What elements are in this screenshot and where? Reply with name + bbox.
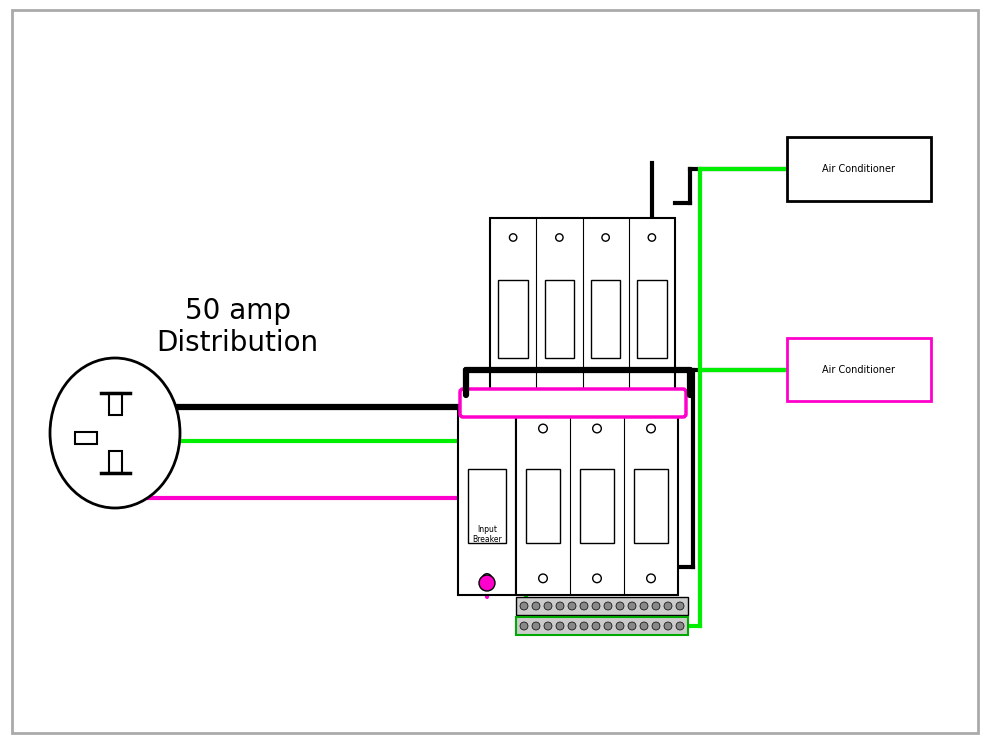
Circle shape <box>648 234 655 241</box>
Circle shape <box>479 575 495 591</box>
Circle shape <box>628 622 636 630</box>
Bar <box>516 410 678 595</box>
Circle shape <box>648 392 655 399</box>
Bar <box>634 469 668 543</box>
Circle shape <box>539 574 547 583</box>
Circle shape <box>555 392 563 399</box>
Bar <box>468 469 506 543</box>
Circle shape <box>544 602 552 610</box>
Bar <box>526 469 560 543</box>
Bar <box>498 280 528 358</box>
FancyBboxPatch shape <box>12 10 978 733</box>
Circle shape <box>646 424 655 433</box>
Bar <box>458 410 516 595</box>
Circle shape <box>640 602 648 610</box>
Circle shape <box>664 622 672 630</box>
Circle shape <box>520 622 528 630</box>
Circle shape <box>520 602 528 610</box>
Circle shape <box>580 602 588 610</box>
Bar <box>787 137 931 201</box>
Bar <box>787 338 931 401</box>
Circle shape <box>556 622 564 630</box>
Circle shape <box>532 622 540 630</box>
Text: Air Conditioner: Air Conditioner <box>823 365 895 374</box>
Bar <box>580 469 614 543</box>
Circle shape <box>568 622 576 630</box>
Circle shape <box>640 622 648 630</box>
Text: Input
Breaker: Input Breaker <box>472 525 502 544</box>
Circle shape <box>602 234 609 241</box>
Text: 50 amp
Distribution: 50 amp Distribution <box>156 296 319 357</box>
Bar <box>516 597 688 615</box>
Circle shape <box>482 574 492 583</box>
Bar <box>109 451 122 473</box>
Text: Air Conditioner: Air Conditioner <box>823 164 895 174</box>
Bar <box>638 280 666 358</box>
Circle shape <box>592 622 600 630</box>
Circle shape <box>676 622 684 630</box>
Bar <box>109 393 122 415</box>
Bar <box>516 617 688 635</box>
Circle shape <box>544 622 552 630</box>
Bar <box>544 280 574 358</box>
Circle shape <box>555 234 563 241</box>
Circle shape <box>602 392 609 399</box>
Circle shape <box>539 424 547 433</box>
Circle shape <box>532 602 540 610</box>
Circle shape <box>510 392 517 399</box>
Circle shape <box>604 622 612 630</box>
Circle shape <box>664 602 672 610</box>
Circle shape <box>616 602 624 610</box>
Circle shape <box>593 574 601 583</box>
Circle shape <box>568 602 576 610</box>
Circle shape <box>676 602 684 610</box>
Ellipse shape <box>50 358 180 508</box>
Circle shape <box>652 622 660 630</box>
Bar <box>591 280 621 358</box>
Circle shape <box>556 602 564 610</box>
Circle shape <box>592 602 600 610</box>
Circle shape <box>604 602 612 610</box>
Bar <box>75 432 97 444</box>
Circle shape <box>652 602 660 610</box>
Circle shape <box>646 574 655 583</box>
Bar <box>490 218 675 413</box>
Circle shape <box>628 602 636 610</box>
FancyBboxPatch shape <box>460 389 686 417</box>
Circle shape <box>593 424 601 433</box>
Circle shape <box>510 234 517 241</box>
Circle shape <box>616 622 624 630</box>
Circle shape <box>580 622 588 630</box>
